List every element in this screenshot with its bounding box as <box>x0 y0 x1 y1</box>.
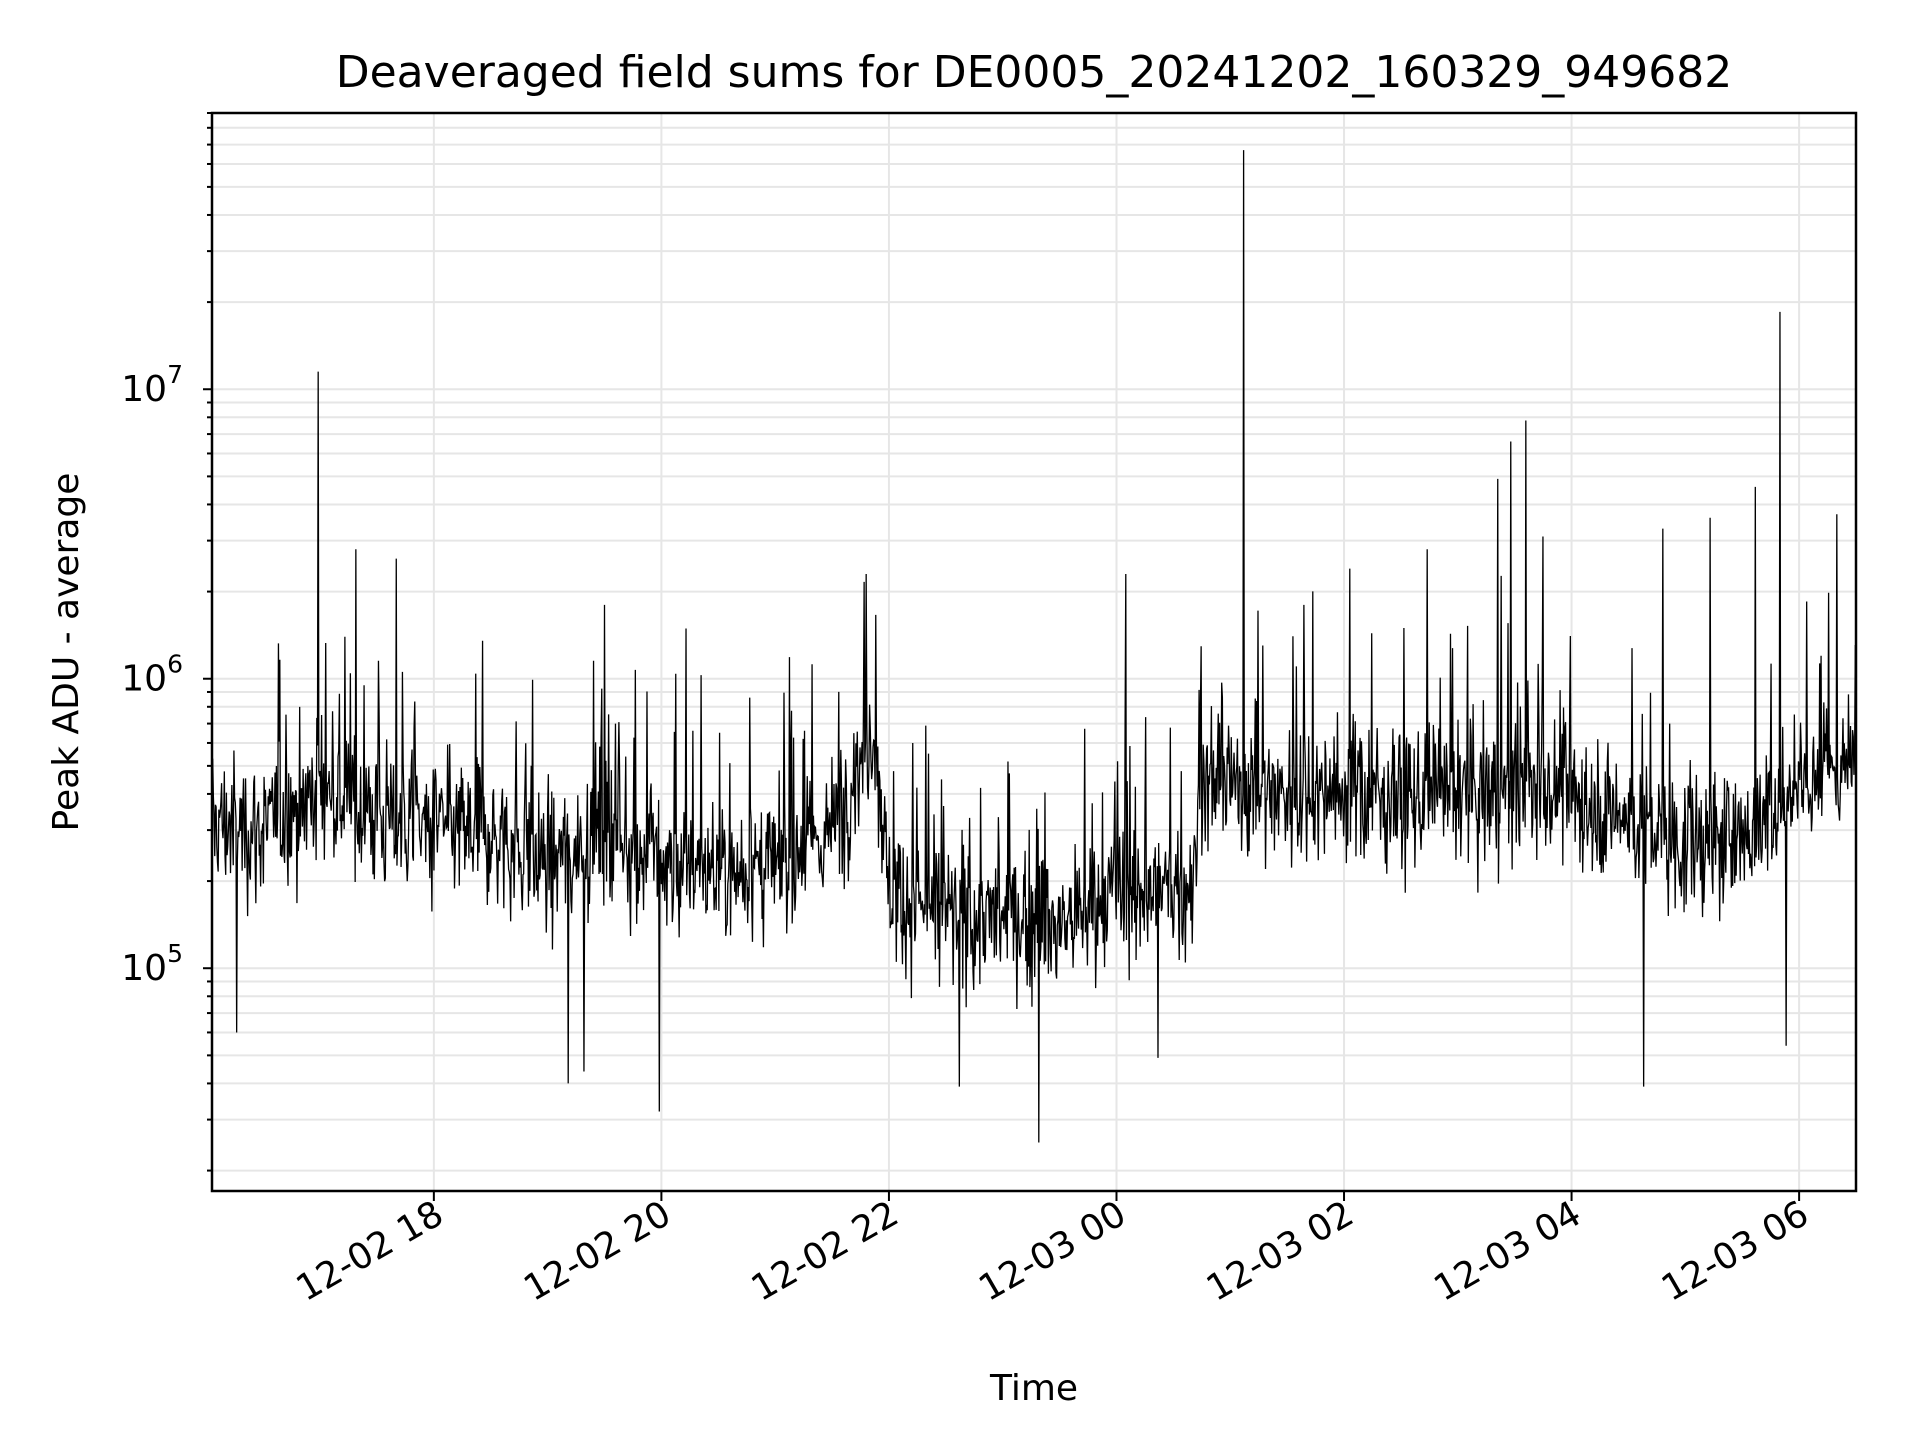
series-line <box>211 150 1857 1143</box>
plot-area <box>211 150 1857 1143</box>
y-tick-label: 106 <box>121 650 183 700</box>
x-tick-label: 12-03 06 <box>1655 1193 1816 1309</box>
x-tick-label: 12-02 22 <box>745 1193 906 1309</box>
x-tick-label: 12-02 20 <box>517 1193 678 1309</box>
chart-title: Deaveraged field sums for DE0005_2024120… <box>336 47 1733 98</box>
y-axis-label: Peak ADU - average <box>46 473 87 832</box>
axes-frame <box>210 111 1858 1193</box>
grid <box>212 112 1856 1191</box>
x-axis-label: Time <box>989 1368 1078 1409</box>
x-axis-ticks: 12-02 18 12-02 20 12-02 22 12-03 00 12-03 02… <box>290 1191 1816 1310</box>
y-tick-label: 105 <box>121 939 183 989</box>
x-tick-label: 12-02 18 <box>290 1193 451 1309</box>
y-tick-label: 107 <box>121 360 183 410</box>
x-tick-label: 12-03 04 <box>1427 1193 1588 1309</box>
y-axis-ticks: 105 106 107 <box>121 112 212 1172</box>
x-tick-label: 12-03 02 <box>1200 1193 1361 1309</box>
x-tick-label: 12-03 00 <box>972 1193 1133 1309</box>
